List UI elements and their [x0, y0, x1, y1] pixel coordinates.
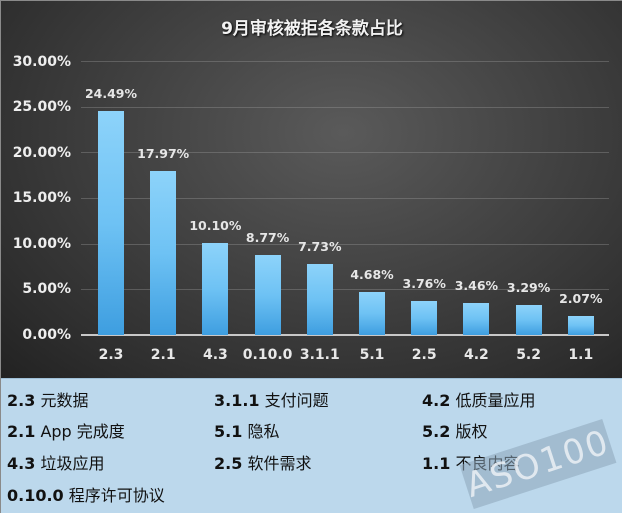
- bar-value-label: 24.49%: [84, 86, 138, 102]
- y-tick-label: 5.00%: [22, 281, 71, 297]
- legend-item: 4.3 垃圾应用: [7, 454, 105, 473]
- x-tick-label: 5.1: [359, 347, 385, 363]
- x-tick-label: 2.3: [98, 347, 124, 363]
- legend-item: 5.1 隐私: [214, 422, 280, 441]
- y-tick-label: 10.00%: [12, 236, 71, 252]
- bar: [411, 300, 438, 335]
- bar-value-label: 17.97%: [137, 145, 190, 161]
- legend-item: 4.2 低质量应用: [422, 391, 536, 410]
- x-tick-label: 3.1.1: [299, 347, 340, 363]
- y-tick-label: 30.00%: [12, 54, 71, 70]
- x-tick-label: 4.3: [202, 347, 228, 363]
- bar: [254, 254, 281, 335]
- bar-value-label: 8.77%: [245, 229, 290, 245]
- bar-value-label: 3.29%: [506, 279, 551, 295]
- bar-value-label: 2.07%: [559, 291, 603, 307]
- x-tick-label: 1.1: [568, 347, 594, 363]
- bar: [463, 303, 490, 335]
- x-tick-label: 4.2: [463, 347, 489, 363]
- bar-value-label: 7.73%: [298, 239, 342, 255]
- bar-value-label: 10.10%: [189, 217, 242, 233]
- chart-title: 9月审核被拒各条款占比: [221, 19, 403, 39]
- plot-area: 9月审核被拒各条款占比 30.00% 25.00% 20.00% 15.00% …: [1, 1, 622, 378]
- legend-item: 5.2 版权: [422, 422, 488, 441]
- gridline: [81, 107, 609, 108]
- bar: [515, 304, 542, 335]
- bar: [98, 111, 124, 335]
- bar: [359, 292, 385, 335]
- y-tick-label: 0.00%: [22, 327, 71, 343]
- gridline: [81, 61, 609, 62]
- x-tick-label: 5.2: [516, 347, 541, 363]
- x-tick-label: 0.10.0: [242, 347, 293, 363]
- bar-value-label: 4.68%: [350, 267, 394, 283]
- bar: [306, 264, 333, 335]
- y-tick-label: 20.00%: [12, 145, 71, 161]
- x-tick-label: 2.5: [411, 347, 437, 363]
- legend-item: 2.5 软件需求: [214, 454, 312, 473]
- gridline: [81, 244, 609, 245]
- bar-value-label: 3.76%: [402, 275, 446, 291]
- bar: [567, 316, 594, 335]
- gridline: [81, 152, 609, 153]
- y-tick-label: 15.00%: [12, 190, 71, 206]
- bar: [150, 170, 177, 335]
- bar-value-label: 3.46%: [454, 278, 499, 294]
- x-axis-line: [81, 334, 609, 336]
- legend-item: 0.10.0 程序许可协议: [7, 486, 165, 505]
- legend-item: 2.1 App 完成度: [7, 422, 125, 441]
- legend-item: 3.1.1 支付问题: [214, 391, 329, 410]
- x-tick-label: 2.1: [150, 347, 176, 363]
- gridline: [81, 289, 609, 290]
- y-tick-label: 25.00%: [12, 99, 71, 115]
- legend-item: 2.3 元数据: [7, 391, 89, 410]
- bar: [202, 242, 229, 335]
- gridline: [81, 198, 609, 199]
